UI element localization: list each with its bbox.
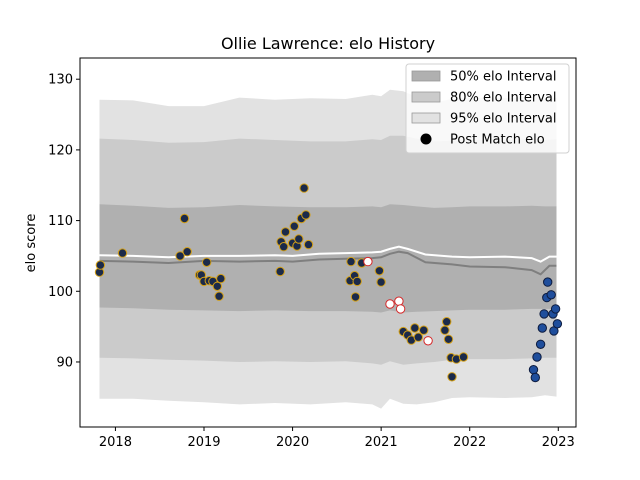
y-tick-label: 100 [48,285,73,300]
plot-frame [79,57,577,428]
post-match-elo-point [546,290,556,300]
legend-swatch [411,70,441,82]
y-tick-label: 110 [48,214,73,229]
x-tick-label: 2021 [365,435,398,450]
chart-title: Ollie Lawrence: elo History [221,34,435,53]
post-match-elo-point [395,304,406,314]
legend-marker [420,133,432,145]
post-match-elo-point [216,273,226,284]
post-match-elo-point [539,309,549,319]
post-match-elo-point [413,332,423,342]
legend-label: Post Match elo [450,133,545,148]
post-match-elo-point [275,266,285,277]
post-match-elo-point [528,365,539,375]
legend-label: 80% elo Interval [450,91,557,106]
legend: 50% elo Interval 80% elo Interval 95% elo … [405,63,570,154]
post-match-elo-point [212,281,223,291]
post-match-elo-point [535,339,546,349]
post-match-elo-point [301,210,311,220]
post-match-elo-point [543,277,553,287]
post-match-elo-point [530,372,540,383]
x-tick-label: 2018 [99,435,132,450]
legend-label: 50% elo Interval [450,70,557,85]
post-match-elo-point [303,239,314,250]
post-match-elo-point [214,291,224,301]
x-tick-label: 2022 [453,435,486,450]
post-match-elo-point [346,256,356,267]
post-match-elo-point [447,372,457,382]
post-match-elo-point [537,323,547,333]
post-match-elo-point [175,251,185,261]
post-match-elo-point [352,276,362,287]
post-match-elo-point [440,325,450,335]
y-tick-label: 90 [56,355,73,370]
y-axis-label: elo score [24,214,39,273]
x-tick-label: 2019 [187,435,220,450]
post-match-elo-point [179,213,190,224]
legend-swatch [411,91,441,103]
x-tick-label: 2020 [276,435,309,450]
plot-area: 2018 2019 2020 2021 2022 2023 90 100 110 120 130 [48,57,577,450]
post-match-elo-point [363,256,373,267]
post-match-elo-point [443,334,454,344]
post-match-elo-point [182,247,192,257]
post-match-elo-point [410,323,420,333]
mean-elo-line [99,245,557,263]
post-match-elo-point [376,277,386,287]
post-match-elo-point [550,304,561,314]
post-match-elo-point [95,260,106,270]
legend-label: 95% elo Interval [450,112,557,127]
post-match-elo-point [458,352,469,362]
post-match-elo-point [202,257,212,267]
median-elo-line [99,250,557,276]
post-match-elo-point [552,319,563,329]
post-match-elo-point [394,296,404,306]
post-match-elo-point [442,317,452,327]
post-match-elo-point [280,227,291,237]
legend-swatch [411,112,441,124]
post-match-elo-point [419,325,429,335]
legend-frame [405,63,570,154]
post-match-elo-point [374,266,385,276]
post-match-elo-point [117,248,128,258]
y-tick-label: 120 [48,143,73,158]
post-match-elo-point [350,292,361,302]
post-match-elo-point [385,299,395,309]
post-match-elo-point [423,336,433,346]
y-tick-label: 130 [48,73,73,88]
x-tick-label: 2023 [542,435,575,450]
post-match-elo-point [299,183,309,193]
post-match-elo-point [289,221,299,231]
post-match-elo-point [294,234,304,244]
post-match-elo-point [532,352,542,362]
post-match-elo-point [279,242,289,252]
